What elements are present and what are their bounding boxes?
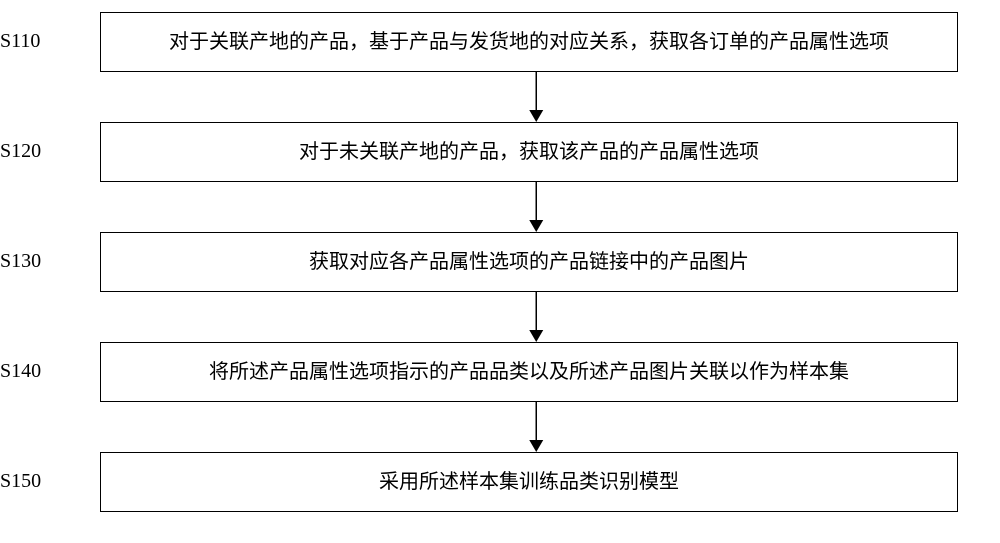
flowchart-canvas: S110 对于关联产地的产品，基于产品与发货地的对应关系，获取各订单的产品属性选… [0, 0, 1000, 543]
arrow-s120-s130 [528, 182, 544, 232]
arrow-s140-s150 [528, 402, 544, 452]
step-label-s120: S120 [0, 140, 41, 163]
step-box-s120: 对于未关联产地的产品，获取该产品的产品属性选项 [100, 122, 958, 182]
step-label-s130: S130 [0, 250, 41, 273]
arrow-s130-s140 [528, 292, 544, 342]
step-box-s140: 将所述产品属性选项指示的产品品类以及所述产品图片关联以作为样本集 [100, 342, 958, 402]
step-label-s140: S140 [0, 360, 41, 383]
step-text-s110: 对于关联产地的产品，基于产品与发货地的对应关系，获取各订单的产品属性选项 [169, 29, 889, 55]
arrow-s110-s120 [528, 72, 544, 122]
step-text-s140: 将所述产品属性选项指示的产品品类以及所述产品图片关联以作为样本集 [209, 359, 849, 385]
step-text-s120: 对于未关联产地的产品，获取该产品的产品属性选项 [299, 139, 759, 165]
step-text-s130: 获取对应各产品属性选项的产品链接中的产品图片 [309, 249, 749, 275]
step-label-s110: S110 [0, 30, 40, 53]
step-label-s150: S150 [0, 470, 41, 493]
step-box-s130: 获取对应各产品属性选项的产品链接中的产品图片 [100, 232, 958, 292]
step-box-s150: 采用所述样本集训练品类识别模型 [100, 452, 958, 512]
step-text-s150: 采用所述样本集训练品类识别模型 [379, 469, 679, 495]
step-box-s110: 对于关联产地的产品，基于产品与发货地的对应关系，获取各订单的产品属性选项 [100, 12, 958, 72]
